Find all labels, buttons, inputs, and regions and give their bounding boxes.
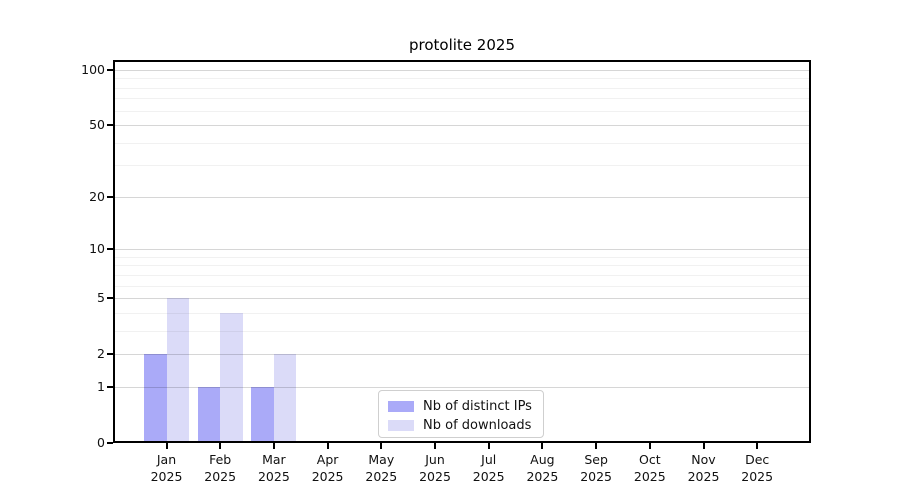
x-tick-label: Apr 2025 bbox=[300, 451, 356, 485]
x-tick-label: Feb 2025 bbox=[192, 451, 248, 485]
x-tick-label: Jul 2025 bbox=[461, 451, 517, 485]
major-gridline bbox=[113, 249, 811, 251]
x-tick-year: 2025 bbox=[741, 469, 774, 484]
y-tick-mark bbox=[107, 353, 113, 356]
y-tick-mark bbox=[107, 124, 113, 127]
legend-label-distinct-ips: Nb of distinct IPs bbox=[423, 399, 532, 414]
legend: Nb of distinct IPs Nb of downloads bbox=[378, 390, 544, 438]
bar bbox=[273, 354, 297, 443]
x-tick-month: Jul bbox=[481, 452, 497, 467]
x-tick-year: 2025 bbox=[204, 469, 237, 484]
major-gridline bbox=[113, 298, 811, 300]
minor-gridline bbox=[113, 274, 811, 276]
minor-gridline bbox=[113, 98, 811, 100]
x-tick-month: Sep bbox=[584, 452, 608, 467]
x-tick-label: Oct 2025 bbox=[622, 451, 678, 485]
x-tick-year: 2025 bbox=[257, 469, 290, 484]
x-tick-mark bbox=[165, 443, 168, 449]
chart-title: protolite 2025 bbox=[409, 36, 515, 54]
minor-gridline bbox=[113, 142, 811, 144]
x-tick-label: Mar 2025 bbox=[246, 451, 302, 485]
y-tick-label: 0 bbox=[97, 435, 105, 450]
x-tick-mark bbox=[326, 443, 329, 449]
x-tick-month: Dec bbox=[745, 452, 770, 467]
x-tick-mark bbox=[702, 443, 705, 449]
x-tick-month: Nov bbox=[691, 452, 716, 467]
legend-item-downloads: Nb of downloads bbox=[388, 416, 534, 435]
x-tick-year: 2025 bbox=[365, 469, 398, 484]
x-tick-year: 2025 bbox=[150, 469, 183, 484]
minor-gridline bbox=[113, 87, 811, 89]
minor-gridline bbox=[113, 110, 811, 112]
minor-gridline bbox=[113, 265, 811, 267]
x-tick-label: Jun 2025 bbox=[407, 451, 463, 485]
legend-swatch-downloads bbox=[388, 420, 414, 431]
plot-area bbox=[113, 60, 811, 443]
x-tick-mark bbox=[595, 443, 598, 449]
y-tick-label: 50 bbox=[89, 117, 105, 133]
y-tick-mark bbox=[107, 248, 113, 251]
x-tick-year: 2025 bbox=[472, 469, 505, 484]
major-gridline bbox=[113, 354, 811, 356]
major-gridline bbox=[113, 69, 811, 71]
y-tick-label: 20 bbox=[89, 188, 105, 204]
major-gridline bbox=[113, 196, 811, 198]
x-tick-mark bbox=[487, 443, 490, 449]
minor-gridline bbox=[113, 256, 811, 258]
x-tick-mark bbox=[648, 443, 651, 449]
x-tick-month: Feb bbox=[209, 452, 232, 467]
x-tick-month: Aug bbox=[530, 452, 555, 467]
y-tick-label: 1 bbox=[97, 378, 105, 394]
y-tick-label: 2 bbox=[97, 346, 105, 362]
legend-item-distinct-ips: Nb of distinct IPs bbox=[388, 397, 534, 416]
minor-gridline bbox=[113, 78, 811, 80]
minor-gridline bbox=[113, 165, 811, 167]
bar bbox=[251, 386, 274, 443]
y-tick-label: 100 bbox=[81, 61, 105, 77]
bar bbox=[220, 312, 243, 443]
x-tick-month: May bbox=[368, 452, 395, 467]
x-tick-month: Mar bbox=[262, 452, 286, 467]
bar bbox=[144, 354, 167, 443]
minor-gridline bbox=[113, 312, 811, 314]
x-tick-year: 2025 bbox=[687, 469, 720, 484]
bar bbox=[166, 298, 189, 443]
y-tick-label: 5 bbox=[97, 290, 105, 306]
y-tick-mark bbox=[107, 297, 113, 300]
x-tick-label: Nov 2025 bbox=[676, 451, 732, 485]
minor-gridline bbox=[113, 330, 811, 332]
x-tick-month: Oct bbox=[638, 452, 661, 467]
x-tick-year: 2025 bbox=[633, 469, 666, 484]
legend-swatch-distinct-ips bbox=[388, 401, 414, 412]
x-tick-mark bbox=[272, 443, 275, 449]
x-tick-year: 2025 bbox=[526, 469, 559, 484]
x-tick-mark bbox=[380, 443, 383, 449]
bar bbox=[197, 386, 221, 443]
x-tick-year: 2025 bbox=[580, 469, 612, 484]
minor-gridline bbox=[113, 285, 811, 287]
x-tick-month: Apr bbox=[316, 452, 339, 467]
x-tick-year: 2025 bbox=[419, 469, 451, 484]
major-gridline bbox=[113, 125, 811, 127]
x-tick-mark bbox=[756, 443, 759, 449]
x-tick-label: Dec 2025 bbox=[729, 451, 785, 485]
x-tick-label: May 2025 bbox=[353, 451, 409, 485]
x-tick-mark bbox=[219, 443, 222, 449]
y-tick-mark bbox=[107, 385, 113, 388]
x-tick-label: Jan 2025 bbox=[139, 451, 195, 485]
x-tick-label: Sep 2025 bbox=[568, 451, 624, 485]
x-tick-label: Aug 2025 bbox=[514, 451, 570, 485]
x-tick-mark bbox=[541, 443, 544, 449]
x-tick-month: Jan bbox=[156, 452, 177, 467]
y-tick-mark bbox=[107, 68, 113, 71]
legend-label-downloads: Nb of downloads bbox=[423, 418, 532, 433]
y-tick-mark bbox=[107, 442, 113, 444]
y-tick-mark bbox=[107, 195, 113, 198]
major-gridline bbox=[113, 386, 811, 388]
x-tick-year: 2025 bbox=[311, 469, 344, 484]
y-tick-label: 10 bbox=[89, 241, 105, 257]
x-tick-month: Jun bbox=[425, 452, 445, 467]
x-tick-mark bbox=[434, 443, 436, 449]
